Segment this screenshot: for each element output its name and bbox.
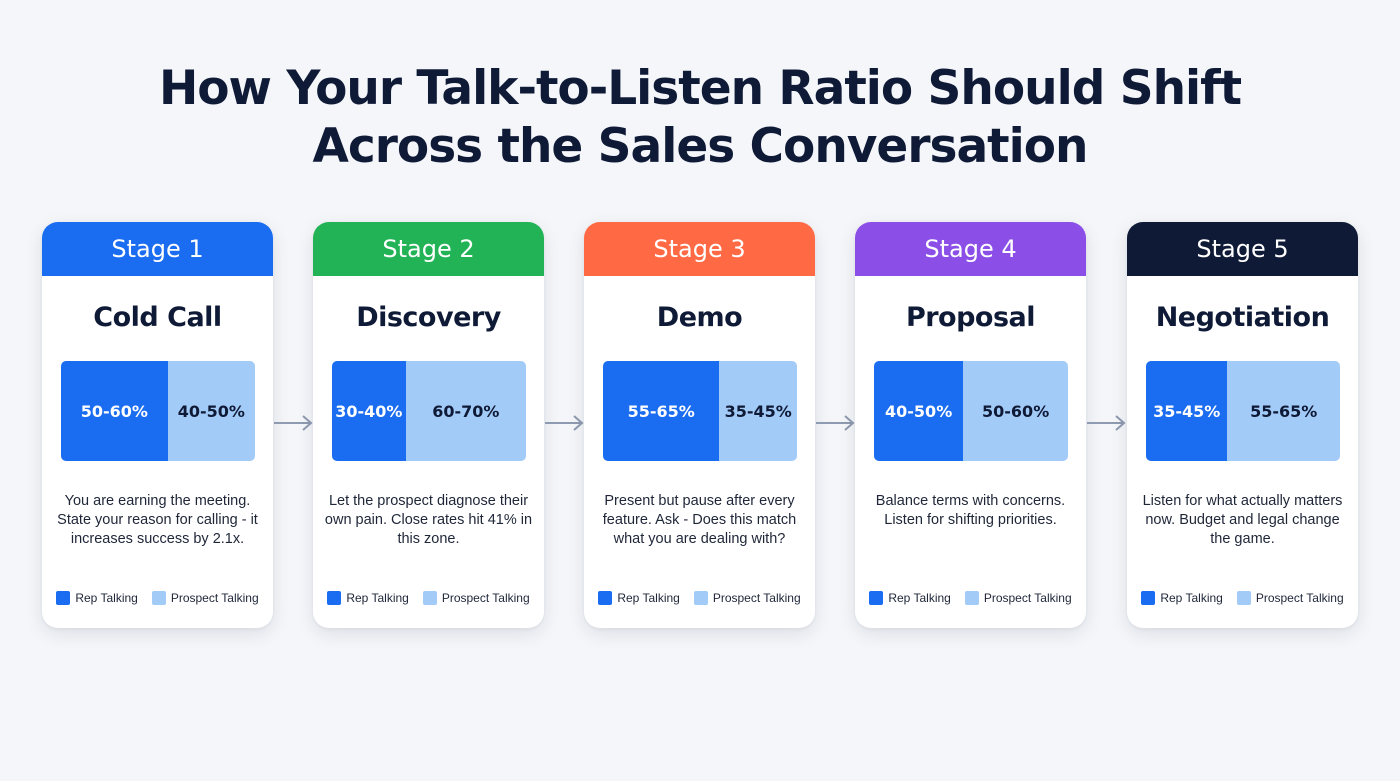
stage-label: Stage 4	[924, 235, 1017, 263]
legend-rep: Rep Talking	[1141, 591, 1223, 605]
legend-rep: Rep Talking	[869, 591, 951, 605]
stage-label: Stage 3	[653, 235, 746, 263]
ratio-bar: 55-65% 35-45%	[603, 361, 797, 461]
rep-swatch-icon	[869, 591, 884, 605]
arrow-right-icon	[274, 415, 313, 431]
stage-header: Stage 4	[855, 222, 1086, 276]
stage-card-negotiation: Stage 5 Negotiation 35-45% 55-65% Listen…	[1127, 222, 1358, 628]
prospect-segment: 40-50%	[167, 361, 255, 461]
rep-swatch-icon	[327, 591, 342, 605]
legend-prospect: Prospect Talking	[693, 591, 801, 605]
stage-card-discovery: Stage 2 Discovery 30-40% 60-70% Let the …	[313, 222, 544, 628]
arrow-right-icon	[1087, 415, 1126, 431]
stage-description: Present but pause after every feature. A…	[602, 493, 797, 547]
stage-label: Stage 2	[382, 235, 475, 263]
stage-header: Stage 3	[584, 222, 815, 276]
stage-description: Balance terms with concerns. Listen for …	[875, 493, 1066, 528]
rep-swatch-icon	[598, 591, 613, 605]
legend-prospect: Prospect Talking	[1236, 591, 1344, 605]
rep-segment: 35-45%	[1146, 361, 1228, 461]
rep-segment: 30-40%	[332, 361, 406, 461]
legend-prospect: Prospect Talking	[964, 591, 1072, 605]
legend: Rep Talking Prospect Talking	[1127, 591, 1358, 605]
legend-rep-label: Rep Talking	[617, 591, 680, 605]
stage-label: Stage 1	[111, 235, 204, 263]
title-line-1: How Your Talk-to-Listen Ratio Should Shi…	[158, 61, 1242, 116]
prospect-segment: 55-65%	[1227, 361, 1340, 461]
legend-prospect: Prospect Talking	[422, 591, 530, 605]
legend-prospect-label: Prospect Talking	[712, 591, 801, 605]
stage-header: Stage 5	[1127, 222, 1358, 276]
legend-prospect-label: Prospect Talking	[983, 591, 1072, 605]
legend: Rep Talking Prospect Talking	[42, 591, 273, 605]
prospect-segment: 35-45%	[719, 361, 797, 461]
stage-card-proposal: Stage 4 Proposal 40-50% 50-60% Balance t…	[855, 222, 1086, 628]
page-title: How Your Talk-to-Listen Ratio Should Shi…	[0, 60, 1400, 176]
stage-description: You are earning the meeting. State your …	[57, 493, 258, 547]
ratio-bar: 35-45% 55-65%	[1146, 361, 1340, 461]
stage-name: Discovery	[356, 302, 501, 333]
rep-segment: 55-65%	[603, 361, 720, 461]
legend: Rep Talking Prospect Talking	[855, 591, 1086, 605]
ratio-bar: 30-40% 60-70%	[332, 361, 526, 461]
rep-segment: 40-50%	[874, 361, 964, 461]
legend-prospect: Prospect Talking	[151, 591, 259, 605]
prospect-swatch-icon	[1236, 591, 1251, 605]
stage-description: Listen for what actually matters now. Bu…	[1142, 493, 1343, 547]
legend-prospect-label: Prospect Talking	[441, 591, 530, 605]
legend-rep: Rep Talking	[598, 591, 680, 605]
legend-rep-label: Rep Talking	[75, 591, 138, 605]
legend-rep: Rep Talking	[56, 591, 138, 605]
stage-card-demo: Stage 3 Demo 55-65% 35-45% Present but p…	[584, 222, 815, 628]
stage-name: Negotiation	[1155, 302, 1330, 333]
arrow-right-icon	[816, 415, 855, 431]
stage-header: Stage 1	[42, 222, 273, 276]
legend-prospect-label: Prospect Talking	[1255, 591, 1344, 605]
stage-description: Let the prospect diagnose their own pain…	[324, 493, 533, 547]
legend-rep-label: Rep Talking	[346, 591, 409, 605]
prospect-swatch-icon	[151, 591, 166, 605]
rep-segment: 50-60%	[61, 361, 168, 461]
legend: Rep Talking Prospect Talking	[313, 591, 544, 605]
legend-rep-label: Rep Talking	[1160, 591, 1223, 605]
prospect-swatch-icon	[964, 591, 979, 605]
stage-header: Stage 2	[313, 222, 544, 276]
prospect-swatch-icon	[693, 591, 708, 605]
prospect-swatch-icon	[422, 591, 437, 605]
ratio-bar: 50-60% 40-50%	[61, 361, 255, 461]
legend-rep-label: Rep Talking	[888, 591, 951, 605]
ratio-bar: 40-50% 50-60%	[874, 361, 1068, 461]
stage-name: Proposal	[905, 302, 1036, 333]
rep-swatch-icon	[1141, 591, 1156, 605]
prospect-segment: 60-70%	[405, 361, 526, 461]
rep-swatch-icon	[56, 591, 71, 605]
stage-card-cold-call: Stage 1 Cold Call 50-60% 40-50% You are …	[42, 222, 273, 628]
stage-name: Demo	[656, 302, 743, 333]
stage-label: Stage 5	[1196, 235, 1289, 263]
prospect-segment: 50-60%	[963, 361, 1068, 461]
legend-rep: Rep Talking	[327, 591, 409, 605]
stage-name: Cold Call	[93, 302, 222, 333]
legend: Rep Talking Prospect Talking	[584, 591, 815, 605]
arrow-right-icon	[545, 415, 584, 431]
title-line-2: Across the Sales Conversation	[312, 119, 1088, 174]
legend-prospect-label: Prospect Talking	[170, 591, 259, 605]
